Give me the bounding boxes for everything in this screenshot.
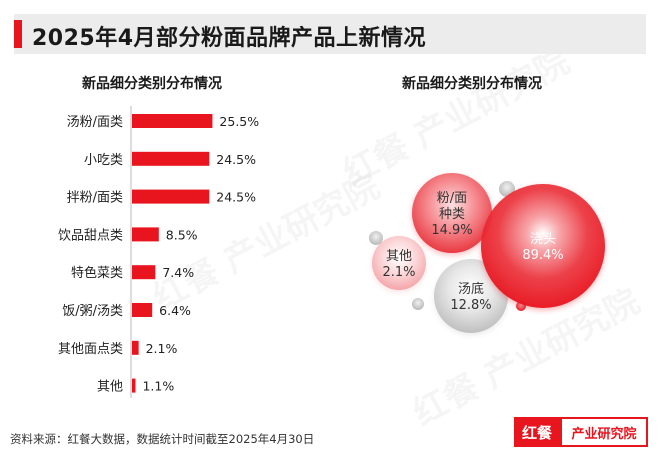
bar bbox=[132, 227, 159, 242]
value-label: 2.1% bbox=[146, 341, 178, 356]
value-label: 25.5% bbox=[219, 114, 259, 129]
brand-logo: 红餐 bbox=[514, 417, 560, 447]
bubble-label: 14.9% bbox=[431, 223, 472, 238]
page-title: 2025年4月部分粉面品牌产品上新情况 bbox=[32, 26, 427, 51]
bar bbox=[132, 303, 153, 317]
category-label: 饭/粥/汤类 bbox=[62, 303, 123, 319]
category-label: 其他面点类 bbox=[58, 342, 123, 357]
bubble-label: 汤底 bbox=[458, 281, 484, 297]
bubble bbox=[372, 236, 426, 290]
category-label: 汤粉/面类 bbox=[67, 115, 123, 130]
value-label: 1.1% bbox=[142, 379, 174, 394]
category-label: 其他 bbox=[97, 380, 123, 395]
bar bbox=[132, 114, 213, 128]
bubble-label: 种类 bbox=[439, 207, 465, 222]
bar bbox=[132, 189, 210, 204]
category-label: 小吃类 bbox=[84, 152, 123, 168]
brand-badge: 红餐 产业研究院 bbox=[514, 417, 648, 447]
decorative-bubble bbox=[412, 298, 424, 310]
category-label: 拌粉/面类 bbox=[67, 191, 123, 206]
value-label: 8.5% bbox=[166, 227, 198, 242]
decorative-bubble bbox=[369, 231, 383, 245]
brand-name: 产业研究院 bbox=[560, 417, 648, 447]
bubble-label: 12.8% bbox=[450, 298, 491, 313]
right-chart-title: 新品细分类别分布情况 bbox=[402, 76, 542, 92]
bar bbox=[132, 265, 156, 280]
bubble bbox=[412, 173, 492, 253]
bubble-label: 浇头 bbox=[530, 232, 556, 247]
value-label: 24.5% bbox=[216, 190, 256, 205]
bar bbox=[132, 151, 210, 166]
value-label: 24.5% bbox=[216, 152, 256, 167]
bar bbox=[132, 378, 136, 393]
bubble-label: 89.4% bbox=[522, 248, 563, 263]
source-note: 资料来源：红餐大数据，数据统计时间截至2025年4月30日 bbox=[10, 432, 315, 446]
bubble-label: 其他 bbox=[386, 249, 412, 264]
category-label: 饮品甜点类 bbox=[58, 227, 123, 243]
bubble-label: 2.1% bbox=[382, 265, 415, 280]
value-label: 6.4% bbox=[159, 303, 191, 318]
left-chart-title: 新品细分类别分布情况 bbox=[82, 76, 222, 92]
bubble bbox=[481, 184, 605, 308]
value-label: 7.4% bbox=[162, 265, 194, 280]
category-label: 特色菜类 bbox=[71, 265, 123, 281]
bar bbox=[132, 340, 139, 355]
title-accent-mark bbox=[14, 20, 22, 48]
bubble-label: 粉/面 bbox=[437, 191, 467, 206]
title-bar: 2025年4月部分粉面品牌产品上新情况 bbox=[14, 14, 646, 54]
